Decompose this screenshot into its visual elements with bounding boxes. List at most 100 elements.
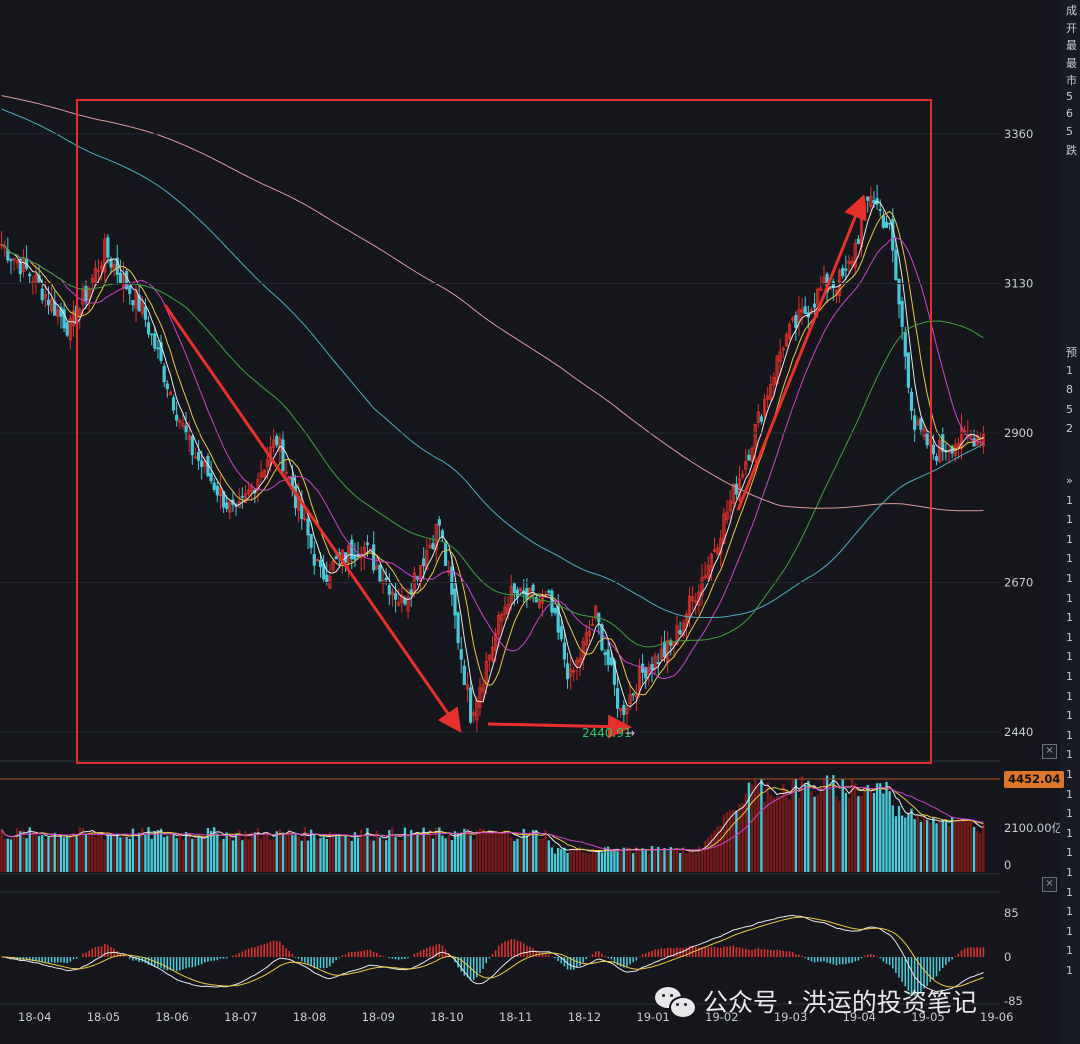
- volume-bar: [275, 831, 278, 872]
- volume-bar: [259, 838, 263, 872]
- side-panel-char: 1: [1066, 493, 1073, 507]
- close-price-panel-button[interactable]: ×: [1042, 744, 1057, 759]
- candle: [465, 672, 470, 703]
- volume-bar: [700, 847, 704, 872]
- volume-bar: [657, 846, 660, 872]
- volume-bar: [91, 830, 94, 872]
- candle: [913, 408, 917, 442]
- candle: [575, 656, 579, 681]
- volume-bar: [678, 853, 682, 872]
- candle: [728, 490, 732, 520]
- candle: [434, 523, 438, 562]
- x-axis-tick: 19-03: [774, 1010, 807, 1024]
- volume-bar: [419, 832, 422, 872]
- candle: [897, 278, 901, 319]
- volume-bar: [137, 832, 141, 872]
- candle: [847, 255, 851, 274]
- candle: [503, 596, 507, 621]
- candle: [853, 239, 857, 275]
- volume-bar: [494, 830, 497, 872]
- candle: [403, 595, 407, 607]
- volume-bar: [366, 828, 369, 872]
- volume-bar: [691, 850, 694, 872]
- candle: [572, 667, 576, 682]
- volume-bar: [822, 778, 826, 872]
- candle: [93, 260, 97, 287]
- volume-bar: [34, 834, 38, 872]
- volume-bar: [116, 833, 119, 872]
- volume-bar: [119, 837, 122, 872]
- candle: [725, 500, 729, 525]
- candle: [756, 404, 760, 428]
- volume-bar: [497, 831, 500, 872]
- volume-bar: [625, 847, 629, 872]
- candle: [331, 557, 335, 573]
- volume-bar: [904, 817, 907, 872]
- volume-bar: [453, 831, 457, 872]
- volume-bar: [619, 851, 622, 872]
- candle: [888, 222, 892, 231]
- axes: 3360 3130 2900 2670 2440 2100.00亿 0 85 0 -85 18-04…: [0, 127, 1063, 1024]
- volume-bar: [28, 827, 31, 872]
- volume-bar: [810, 791, 813, 872]
- volume-bar: [772, 797, 776, 872]
- volume-bar: [632, 853, 635, 872]
- volume-bar: [825, 775, 829, 872]
- candle: [669, 638, 673, 656]
- volume-bar: [331, 837, 335, 872]
- candle: [481, 681, 485, 703]
- volume-bar: [141, 827, 144, 872]
- volume-bar: [384, 840, 388, 872]
- candle: [894, 239, 898, 281]
- candle: [878, 199, 882, 217]
- volume-bar: [653, 850, 657, 872]
- candle: [938, 437, 942, 464]
- side-panel-char: 1: [1066, 748, 1073, 762]
- price-panel: [0, 95, 986, 733]
- candle: [103, 233, 107, 281]
- candle: [909, 387, 914, 420]
- volume-bar: [535, 830, 538, 872]
- candle: [275, 432, 279, 449]
- low-annotation: 2440.91: [582, 726, 632, 740]
- candle: [422, 547, 426, 579]
- candle: [209, 460, 213, 484]
- candle: [794, 311, 798, 341]
- volume-bar: [581, 852, 585, 872]
- side-panel-char: 1: [1066, 650, 1073, 664]
- x-axis-tick: 18-05: [87, 1010, 120, 1024]
- candle: [966, 420, 970, 443]
- candle: [28, 271, 32, 284]
- candle: [322, 554, 326, 582]
- volume-bar: [663, 848, 666, 872]
- candle: [121, 261, 126, 303]
- candle: [84, 280, 88, 309]
- volume-bar: [769, 794, 772, 872]
- volume-bar: [391, 827, 394, 872]
- volume-bar: [112, 835, 116, 872]
- candle: [662, 630, 667, 662]
- side-panel-char: 1: [1066, 826, 1073, 840]
- volume-bar: [244, 830, 247, 872]
- volume-bar: [78, 827, 81, 872]
- x-axis-tick: 18-11: [499, 1010, 532, 1024]
- volume-bar: [738, 803, 741, 872]
- candle: [537, 595, 541, 610]
- candle: [62, 301, 66, 333]
- volume-bar: [25, 838, 28, 872]
- volume-bar: [403, 827, 407, 872]
- candle: [71, 300, 76, 337]
- candle: [900, 296, 904, 340]
- candle: [171, 394, 176, 414]
- volume-bar: [359, 829, 363, 872]
- side-panel: [1060, 0, 1080, 1044]
- candle: [569, 657, 573, 691]
- candle: [606, 640, 610, 672]
- close-volume-panel-button[interactable]: ×: [1042, 877, 1057, 892]
- candle: [165, 380, 169, 398]
- candle: [594, 604, 598, 621]
- side-panel-char: 1: [1066, 787, 1073, 801]
- volume-bar: [710, 833, 713, 872]
- volume-bar: [760, 778, 763, 872]
- x-axis-tick: 18-06: [155, 1010, 188, 1024]
